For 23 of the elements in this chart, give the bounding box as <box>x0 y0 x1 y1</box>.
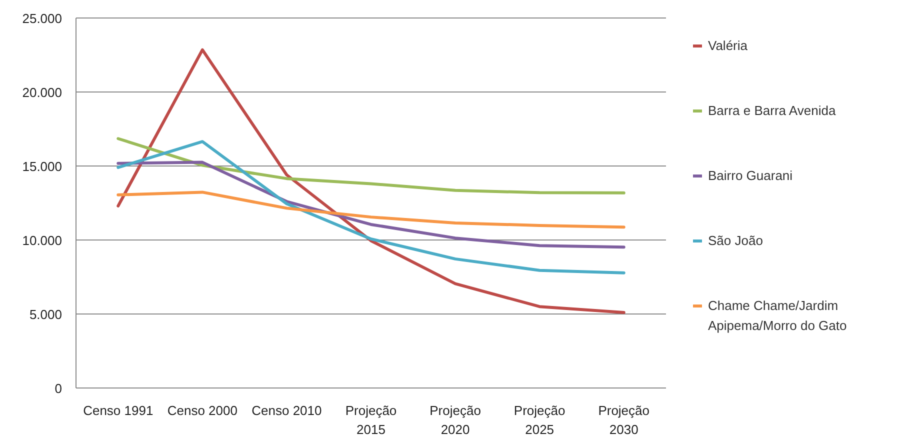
x-tick-label: Censo 1991 <box>83 403 154 418</box>
y-tick-label: 10.000 <box>22 233 62 248</box>
line-series <box>116 140 626 274</box>
legend-label: Chame Chame/Jardim Apipema/Morro do Gato <box>708 298 847 333</box>
y-tick-label: 20.000 <box>22 85 62 100</box>
y-tick-label: 25.000 <box>22 11 62 26</box>
x-tick-label: Projeção 2020 <box>430 403 481 437</box>
line-series <box>116 160 626 249</box>
y-tick-label: 15.000 <box>22 159 62 174</box>
line-series <box>116 48 626 314</box>
legend-label: Barra e Barra Avenida <box>708 103 836 118</box>
x-tick-label: Projeção 2025 <box>514 403 566 437</box>
x-tick-label: Projeção 2015 <box>345 403 397 437</box>
y-tick-label: 5.000 <box>29 307 62 322</box>
x-tick-label: Censo 2010 <box>252 403 322 418</box>
line-series <box>116 137 626 194</box>
line-series <box>116 190 626 229</box>
y-tick-label: 0 <box>54 381 62 396</box>
legend-label: Valéria <box>708 38 748 53</box>
x-tick-label: Censo 2000 <box>167 403 238 418</box>
legend-label: São João <box>708 233 763 248</box>
legend-label: Bairro Guarani <box>708 168 793 183</box>
x-tick-label: Projeção 2030 <box>598 403 650 437</box>
